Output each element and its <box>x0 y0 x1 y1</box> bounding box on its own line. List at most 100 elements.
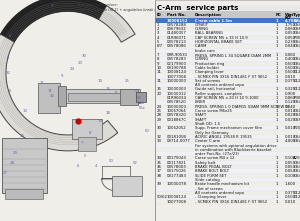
Text: 1: 1 <box>157 23 159 27</box>
Text: Description: Description <box>194 13 221 17</box>
Text: 03190788: 03190788 <box>167 66 187 70</box>
Text: 1: 1 <box>276 36 278 40</box>
Text: 03578320: 03578320 <box>167 113 187 117</box>
Text: 24: 24 <box>69 67 74 71</box>
Text: 2: 2 <box>157 27 159 31</box>
Text: 1: 1 <box>276 100 278 105</box>
Text: 03578003: 03578003 <box>167 165 187 169</box>
Text: 10008124: 10008124 <box>167 70 187 74</box>
Text: 11: 11 <box>157 70 162 74</box>
Text: 0.040: 0.040 <box>285 44 296 48</box>
Text: 52: 52 <box>133 161 138 165</box>
Text: 1: 1 <box>276 165 278 169</box>
Text: 11: 11 <box>157 79 162 83</box>
Text: 1: 1 <box>276 161 278 165</box>
Text: 012996: 012996 <box>293 191 300 195</box>
Text: BALL BEARING: BALL BEARING <box>194 31 222 36</box>
Text: 1: 1 <box>276 40 278 44</box>
Text: 10077008: 10077008 <box>167 74 187 79</box>
Text: SLIDE FORM SET: SLIDE FORM SET <box>194 174 226 178</box>
Text: 0.325: 0.325 <box>285 88 296 91</box>
Text: 0.010: 0.010 <box>285 135 296 139</box>
Bar <box>78 137 96 151</box>
Text: CAP SCREW M5 x 20 H 10 9-1000: CAP SCREW M5 x 20 H 10 9-1000 <box>194 96 258 100</box>
Text: 5: 5 <box>83 154 86 158</box>
Text: 7: 7 <box>80 141 83 145</box>
Text: SHAFT: SHAFT <box>194 118 207 122</box>
Bar <box>154 135 300 139</box>
Text: All contents ordered sepa: All contents ordered sepa <box>194 191 243 195</box>
Text: 32: 32 <box>5 71 10 75</box>
Text: 28: 28 <box>157 113 162 117</box>
Bar <box>58 86 66 106</box>
Text: Only for Germany: Only for Germany <box>194 131 228 135</box>
Text: GS521: GS521 <box>293 27 300 31</box>
Text: CAP SCREW M5 x 35 H 10.9: CAP SCREW M5 x 35 H 10.9 <box>194 36 247 40</box>
Text: Roller support, complete: Roller support, complete <box>194 92 242 96</box>
Text: 6: 6 <box>9 89 11 93</box>
Text: 6: 6 <box>76 164 79 168</box>
Text: 0018867C: 0018867C <box>167 118 187 122</box>
Text: 39: 39 <box>157 182 162 186</box>
Text: Part No.: Part No. <box>167 13 186 17</box>
Text: 32: 32 <box>157 135 162 139</box>
Text: 1: 1 <box>276 79 278 83</box>
Text: 1.600: 1.600 <box>285 182 296 186</box>
Text: 3: 3 <box>51 4 53 8</box>
Text: 25: 25 <box>125 79 130 83</box>
Text: 33: 33 <box>157 139 162 143</box>
Bar <box>154 5 300 13</box>
Text: PRESS. SPRING L 0 DIAM15 (DIAM 9MM SCREW 9): PRESS. SPRING L 0 DIAM15 (DIAM 9MM SCREW… <box>194 105 289 109</box>
Text: 1: 1 <box>276 174 278 178</box>
Text: - Set of screws: - Set of screws <box>194 187 222 191</box>
Text: 0.120: 0.120 <box>285 100 296 105</box>
Text: 1: 1 <box>276 139 278 143</box>
Text: P9077: P9077 <box>293 36 300 40</box>
Text: 0.100: 0.100 <box>285 174 296 178</box>
Text: Production ring: Production ring <box>194 62 224 66</box>
Text: 1: 1 <box>276 156 278 160</box>
Text: 0.400: 0.400 <box>285 57 296 61</box>
Text: 02179900: 02179900 <box>167 62 187 66</box>
Text: 11: 11 <box>39 81 44 85</box>
Text: P2080: P2080 <box>293 126 300 130</box>
Text: 1: 1 <box>276 92 278 96</box>
Text: 1: 1 <box>276 182 278 186</box>
Text: 03578086: 03578086 <box>167 44 187 48</box>
Text: 9: 9 <box>157 62 159 66</box>
Text: 1: 1 <box>276 200 278 204</box>
Text: PRESS. SPRING L 34 SQUARE DIAM 2MM: PRESS. SPRING L 34 SQUARE DIAM 2MM <box>194 53 271 57</box>
Text: 15: 15 <box>157 88 162 91</box>
Text: C-ARM: C-ARM <box>194 44 207 48</box>
Text: 0.500: 0.500 <box>285 195 296 199</box>
Text: GS429: GS429 <box>293 169 300 173</box>
Text: 01R96071: 01R96071 <box>167 36 187 40</box>
Text: 0.900: 0.900 <box>285 92 296 96</box>
Text: 0.020: 0.020 <box>285 118 296 122</box>
Bar <box>38 83 60 113</box>
Text: For systems with optional angulation drive: For systems with optional angulation dri… <box>194 143 276 148</box>
Text: Type: Type <box>293 13 300 17</box>
Text: 01480057: 01480057 <box>167 31 187 36</box>
Text: P9077: P9077 <box>293 96 300 100</box>
Bar <box>154 92 300 96</box>
Text: KG: KG <box>285 16 291 20</box>
Text: GS429: GS429 <box>293 174 300 178</box>
Text: 01R96034: 01R96034 <box>167 96 187 100</box>
Text: FC: FC <box>276 13 282 17</box>
Text: Supp. Frame mechanism cover film: Supp. Frame mechanism cover film <box>194 126 262 130</box>
Text: 0.050: 0.050 <box>285 165 296 169</box>
Text: GS429: GS429 <box>293 139 300 143</box>
Bar <box>154 118 300 122</box>
Bar <box>154 49 300 53</box>
Text: SHAFT: SHAFT <box>194 113 207 117</box>
Text: 1: 1 <box>276 135 278 139</box>
Text: Guide rail, horizontal: Guide rail, horizontal <box>194 88 235 91</box>
Text: See additional picture:: See additional picture: <box>78 3 118 7</box>
Bar <box>154 57 300 61</box>
Bar <box>154 126 300 130</box>
Text: 00175043: 00175043 <box>167 156 187 160</box>
Text: 16: 16 <box>105 87 110 91</box>
Text: 0.060: 0.060 <box>285 96 296 100</box>
Text: 29: 29 <box>157 118 162 122</box>
